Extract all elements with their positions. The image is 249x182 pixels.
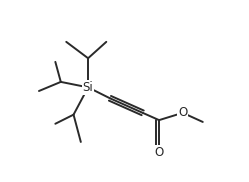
Text: Si: Si bbox=[83, 81, 93, 94]
Text: O: O bbox=[178, 106, 187, 119]
Text: O: O bbox=[154, 146, 164, 159]
